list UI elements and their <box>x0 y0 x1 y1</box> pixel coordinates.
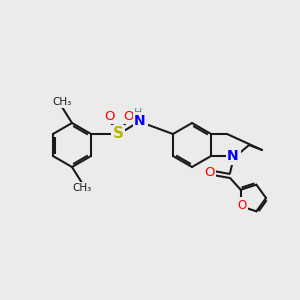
Text: N: N <box>227 149 239 163</box>
Text: O: O <box>123 110 133 122</box>
Text: N: N <box>134 114 146 128</box>
Text: S: S <box>112 127 124 142</box>
Text: O: O <box>104 110 114 122</box>
Text: O: O <box>237 199 246 212</box>
Text: O: O <box>204 167 214 179</box>
Text: CH₃: CH₃ <box>72 183 92 193</box>
Text: CH₃: CH₃ <box>52 97 72 107</box>
Text: H: H <box>134 108 142 118</box>
